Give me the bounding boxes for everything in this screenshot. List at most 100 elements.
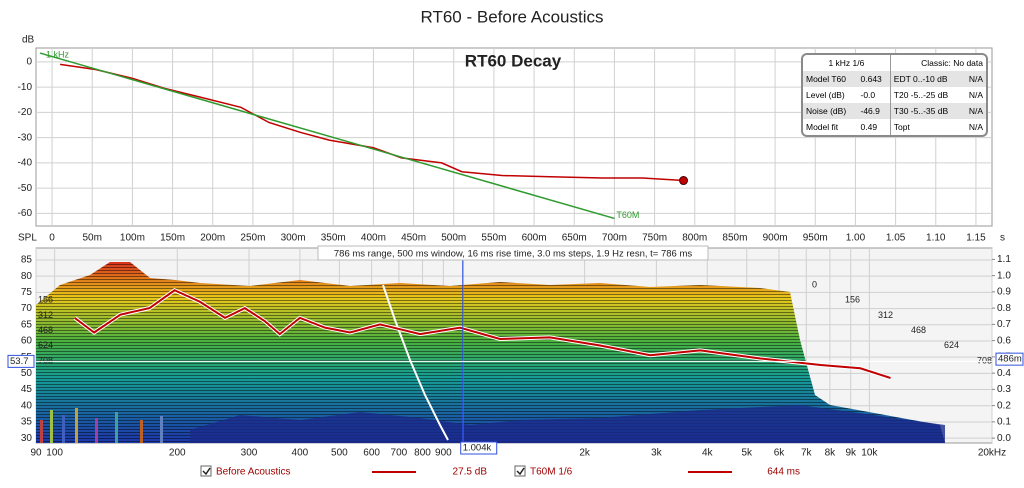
x-tick-label: 20kHz [978,448,1006,459]
x-tick-label: 500 [331,448,348,459]
y2-tick-label: 0.6 [997,335,1011,346]
x-tick-label: 100m [120,233,145,244]
x-tick-label: 1.05 [886,233,906,244]
x-tick-label: 400 [292,448,309,459]
series-line [74,289,891,379]
x-tick-label: 9k [845,448,857,459]
window-title: RT60 - Before Acoustics [421,7,604,26]
series-line [39,52,615,220]
x-tick-label: 800 [414,448,431,459]
x-tick-label: 400m [361,233,386,244]
slice-label-left: 156 [38,295,53,305]
info-cell: N/A [962,103,986,119]
x-tick-label: 250m [240,233,265,244]
info-cell: Noise (dB) [803,103,858,119]
legend-label[interactable]: Before Acoustics [216,467,290,478]
y-axis-label: SPL [18,233,37,244]
slice-label: 156 [845,295,860,305]
info-cell: 0.643 [857,71,891,87]
y2-tick-label: 0.8 [997,303,1011,314]
x-tick-label: 800m [682,233,707,244]
info-cell: N/A [968,122,983,132]
x-tick-label: 4k [702,448,714,459]
info-cell: Topt [889,119,963,135]
info-header: 1 kHz 1/6 [828,58,865,68]
settings-box [317,245,709,261]
checkmark[interactable] [516,467,525,476]
waterfall-floor [190,405,945,443]
x-tick-label: 10k [861,448,878,459]
end-marker [679,176,689,186]
y2-tick-label: 0.1 [997,417,1011,428]
info-cell: N/A [968,90,983,100]
slice-label-left: 312 [38,310,53,320]
cursor-box [995,352,1024,366]
y2-tick-label: 1.0 [997,270,1011,281]
slice-label: 624 [944,340,959,350]
x-tick-label: 300 [241,448,258,459]
x-tick-label: 6k [774,448,786,459]
slice-label: 312 [878,310,893,320]
x-tick-label: 600 [363,448,380,459]
y-tick-label: 40 [21,400,33,411]
y-tick-label: -50 [18,183,33,194]
waterfall-ridges [36,262,945,443]
y-tick-label: -40 [18,158,33,169]
y2-tick-label: 0.0 [997,433,1011,444]
low-freq-bars [40,408,163,443]
x-tick-label: 1.10 [926,233,946,244]
checkmark[interactable] [202,467,211,476]
y-tick-label: 50 [21,368,33,379]
y2-tick-label: 0.9 [997,287,1011,298]
x-tick-label: 600m [522,233,547,244]
x-tick-label: 3k [651,448,663,459]
x-tick-label: 1.00 [846,233,866,244]
y-tick-label: -10 [18,82,33,93]
y-tick-label: 0 [26,57,32,68]
slice-label: 468 [911,325,926,335]
waterfall-trace [382,284,449,441]
decay-marks: T60M [39,52,689,220]
y2-tick-label: 1.1 [997,254,1011,265]
cursor-box [460,441,498,455]
x-tick-label: 350m [321,233,346,244]
y-tick-label: -60 [18,208,33,219]
y-tick-label: 30 [21,433,33,444]
y2-tick-label: 0.4 [997,368,1011,379]
x-tick-label: 700 [391,448,408,459]
info-cell: Model T60 [803,71,858,87]
slice-label: 708 [977,355,992,365]
x-tick-label: 8k [825,448,837,459]
x-tick-label: 750m [642,233,667,244]
info-header: Classic: No data [889,55,986,71]
info-cell: -0.0 [860,90,876,100]
info-cell: Model fit [806,122,839,132]
x-tick-label: 900m [763,233,788,244]
series-end-label: T60M [616,210,639,220]
y-axis-label: dB [22,35,35,46]
checkbox[interactable] [200,465,212,477]
checkbox[interactable] [514,465,526,477]
x-tick-label: 950m [803,233,828,244]
x-tick-label: 90 [30,448,42,459]
info-table: 1 kHz 1/6 Classic: No data Model T60 0.643… [803,55,986,135]
slice-label: 0 [812,279,817,289]
cursor-x-label: 1.004k [463,443,492,454]
info-cell: EDT 0..-10 dB [889,71,963,87]
settings-text: 786 ms range, 500 ms window, 16 ms rise … [334,249,692,260]
legend-value: 27.5 dB [453,467,488,478]
legend: Before Acoustics 27.5 dB T60M 1/6 644 ms [200,465,800,478]
y2-tick-label: 0.2 [997,400,1011,411]
x-tick-label: 450m [401,233,426,244]
x-tick-label: 50m [83,233,102,244]
slice-label-left: 708 [38,355,53,365]
legend-label[interactable]: T60M 1/6 [530,467,573,478]
cursor-box [7,354,35,368]
cursor-y2-label: 486m [998,354,1022,365]
x-tick-label: 0 [49,233,55,244]
x-tick-label: 650m [562,233,587,244]
x-tick-label: 100 [46,448,63,459]
info-cell: T30 -5..-35 dB [889,103,963,119]
